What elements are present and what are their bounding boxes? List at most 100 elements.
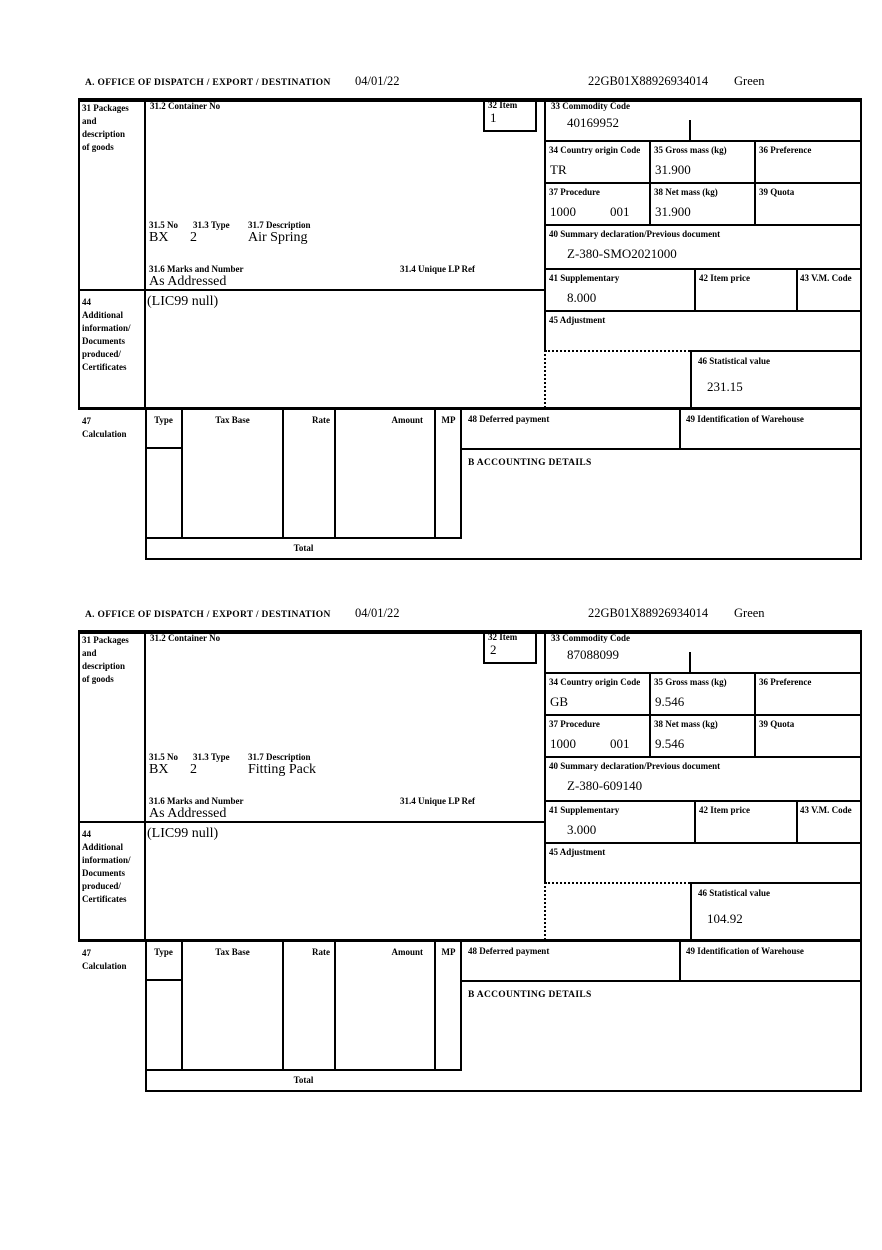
office-of-dispatch-heading: A. OFFICE OF DISPATCH / EXPORT / DESTINA…: [85, 78, 331, 88]
package-type-value: 2: [190, 230, 197, 245]
item-number-box: 32 Item 1: [483, 98, 537, 132]
gross-mass-label: 35 Gross mass (kg): [654, 145, 727, 155]
calc-column-line: [334, 410, 336, 539]
supplementary-label: 41 Supplementary: [549, 273, 620, 283]
dotted-bottom-edge-line: [545, 350, 690, 352]
gross-mass-value: 9.546: [655, 694, 685, 709]
package-no-label: 31.5 No: [149, 752, 178, 762]
supplementary-value: 8.000: [567, 290, 597, 305]
country-origin-label: 34 Country origin Code: [549, 145, 641, 155]
calc-column-line: [181, 942, 183, 1071]
row-divider-line: [545, 714, 862, 716]
row-divider-line: [545, 672, 862, 674]
procedure-code2-value: 001: [610, 204, 630, 219]
calc-amount-header: Amount: [391, 415, 423, 425]
quota-label: 39 Quota: [759, 719, 795, 729]
country-origin-label: 34 Country origin Code: [549, 677, 641, 687]
item-price-label: 42 Item price: [699, 805, 750, 815]
net-mass-value: 31.900: [655, 204, 691, 219]
item-number-value: 2: [490, 642, 497, 657]
calc-column-line: [334, 942, 336, 1071]
net-mass-label: 38 Net mass (kg): [654, 719, 718, 729]
marks-and-number-label: 31.6 Marks and Number: [149, 264, 244, 274]
statistical-value-label: 46 Statistical value: [698, 888, 770, 898]
calc-amount-header: Amount: [391, 947, 423, 957]
statistical-value-box: 46 Statistical value 104.92: [690, 882, 862, 942]
cell-divider-line: [649, 184, 651, 224]
procedure-code-value: 1000: [550, 736, 576, 751]
package-no-value: BX: [149, 230, 169, 245]
marks-and-number-label: 31.6 Marks and Number: [149, 796, 244, 806]
row-divider-line: [545, 756, 862, 758]
routing-status: Green: [734, 74, 765, 88]
right-border-line: [860, 410, 862, 560]
calc-total-label: Total: [293, 1075, 314, 1085]
cell-divider-line: [754, 674, 756, 714]
procedure-label: 37 Procedure: [549, 719, 600, 729]
accounting-details-heading: B ACCOUNTING DETAILS: [468, 990, 592, 1000]
description-label: 31.7 Description: [248, 220, 311, 230]
additional-information-value: (LIC99 null): [147, 294, 219, 309]
declaration-item-block: A. OFFICE OF DISPATCH / EXPORT / DESTINA…: [0, 602, 882, 1102]
row-divider-line: [545, 140, 862, 142]
goods-description-value: Fitting Pack: [248, 762, 317, 777]
additional-information-value: (LIC99 null): [147, 826, 219, 841]
calculation-table: [145, 410, 462, 539]
commodity-code-label: 33 Commodity Code: [551, 633, 630, 643]
cell-divider-line: [694, 270, 696, 310]
package-type-label: 31.3 Type: [193, 752, 230, 762]
row-divider-line: [545, 224, 862, 226]
calc-column-line: [181, 410, 183, 539]
declaration-item-block: A. OFFICE OF DISPATCH / EXPORT / DESTINA…: [0, 70, 882, 570]
vm-code-label: 43 V.M. Code: [800, 805, 852, 815]
procedure-label: 37 Procedure: [549, 187, 600, 197]
row-divider-line: [545, 800, 862, 802]
commodity-code-label: 33 Commodity Code: [551, 101, 630, 111]
row-divider-line: [545, 268, 862, 270]
commodity-code-value: 40169952: [567, 115, 619, 130]
office-of-dispatch-heading: A. OFFICE OF DISPATCH / EXPORT / DESTINA…: [85, 610, 331, 620]
package-type-value: 2: [190, 762, 197, 777]
package-no-value: BX: [149, 762, 169, 777]
warehouse-id-label: 49 Identification of Warehouse: [686, 414, 804, 424]
left-column-divider-line: [144, 630, 146, 942]
vm-code-label: 43 V.M. Code: [800, 273, 852, 283]
calc-type-header: Type: [154, 947, 173, 957]
box48-49-divider-line: [679, 410, 681, 450]
summary-declaration-label: 40 Summary declaration/Previous document: [549, 229, 721, 239]
box31-label: 31 Packages and description of goods: [82, 635, 129, 684]
statistical-value-label: 46 Statistical value: [698, 356, 770, 366]
statistical-value-value: 231.15: [707, 379, 743, 394]
calc-column-line: [282, 410, 284, 539]
commodity-code-separator-tick: [689, 120, 691, 140]
form-outer-border: [78, 630, 862, 942]
calc-rate-header: Rate: [312, 947, 330, 957]
preference-label: 36 Preference: [759, 677, 812, 687]
statistical-value-value: 104.92: [707, 911, 743, 926]
summary-declaration-value: Z-380-SMO2021000: [567, 246, 677, 261]
box48-49-divider-line: [679, 942, 681, 982]
item-number-box: 32 Item 2: [483, 630, 537, 664]
calc-mp-header: MP: [441, 415, 456, 425]
box31-label: 31 Packages and description of goods: [82, 103, 129, 152]
cell-divider-line: [694, 802, 696, 842]
statistical-value-box: 46 Statistical value 231.15: [690, 350, 862, 410]
declaration-date: 04/01/22: [355, 606, 400, 620]
calc-tax-base-header: Tax Base: [215, 415, 250, 425]
right-border-line: [860, 942, 862, 1092]
row-divider-line: [545, 182, 862, 184]
package-no-label: 31.5 No: [149, 220, 178, 230]
declaration-date: 04/01/22: [355, 74, 400, 88]
dotted-left-edge-line: [544, 882, 546, 940]
net-mass-value: 9.546: [655, 736, 685, 751]
commodity-code-separator-tick: [689, 652, 691, 672]
cell-divider-line: [754, 142, 756, 182]
left-column-divider-line: [144, 98, 146, 410]
accounting-details-heading: B ACCOUNTING DETAILS: [468, 458, 592, 468]
dotted-left-edge-line: [544, 350, 546, 408]
unique-lp-ref-label: 31.4 Unique LP Ref: [400, 796, 476, 806]
container-no-label: 31.2 Container No: [150, 633, 221, 643]
adjustment-label: 45 Adjustment: [549, 315, 606, 325]
box48-49-bottom-line: [462, 980, 862, 982]
summary-declaration-value: Z-380-609140: [567, 778, 643, 793]
